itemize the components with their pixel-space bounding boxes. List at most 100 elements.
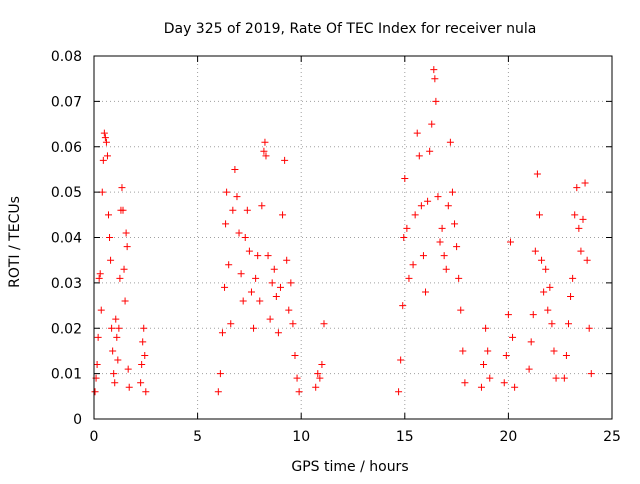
x-axis-label: GPS time / hours	[291, 459, 408, 475]
data-point	[223, 188, 231, 196]
plot-frame	[93, 55, 613, 420]
data-point	[113, 333, 121, 341]
data-point	[138, 361, 146, 369]
data-point	[231, 165, 239, 173]
data-point	[461, 379, 469, 387]
y-tick-label: 0.08	[51, 49, 82, 65]
data-point	[442, 265, 450, 273]
data-point	[411, 211, 419, 219]
data-point	[227, 320, 235, 328]
data-point	[111, 379, 119, 387]
data-point	[436, 238, 444, 246]
data-point	[314, 370, 322, 378]
data-point	[95, 274, 103, 282]
data-point	[109, 347, 117, 355]
data-point	[102, 138, 110, 146]
data-point	[544, 306, 552, 314]
data-point	[293, 374, 301, 382]
data-point	[100, 129, 108, 137]
data-point	[482, 324, 490, 332]
data-point	[121, 297, 129, 305]
data-point	[529, 311, 537, 319]
data-point	[120, 265, 128, 273]
data-point	[235, 229, 243, 237]
x-tick-label: 5	[193, 429, 202, 445]
data-point	[409, 261, 417, 269]
y-tick-label: 0.03	[51, 276, 82, 292]
data-point	[237, 270, 245, 278]
data-point	[431, 75, 439, 83]
data-point	[434, 193, 442, 201]
data-point	[587, 370, 595, 378]
data-point	[395, 388, 403, 396]
data-point	[260, 147, 268, 155]
data-point	[239, 297, 247, 305]
data-point	[124, 365, 132, 373]
data-point	[289, 320, 297, 328]
data-point	[506, 238, 514, 246]
data-point	[96, 270, 104, 278]
data-point	[106, 234, 114, 241]
data-point	[502, 351, 510, 359]
data-point	[99, 156, 107, 164]
data-point	[268, 279, 276, 287]
data-point	[218, 329, 226, 337]
data-point	[119, 206, 127, 214]
data-point	[110, 370, 118, 378]
data-point	[283, 256, 291, 264]
y-tick-label: 0.05	[51, 185, 82, 201]
data-point	[571, 211, 579, 219]
data-point	[430, 66, 438, 74]
data-point	[320, 320, 328, 328]
data-point	[107, 256, 115, 264]
chart-title: Day 325 of 2019, Rate Of TEC Index for r…	[164, 21, 537, 37]
data-point	[261, 138, 269, 146]
data-point	[256, 297, 264, 305]
x-tick-label: 25	[603, 429, 621, 445]
data-point	[417, 202, 425, 210]
data-point	[448, 188, 456, 196]
data-point	[93, 361, 101, 369]
data-point	[225, 261, 233, 269]
data-point	[285, 306, 293, 314]
data-point	[116, 274, 124, 282]
data-point	[548, 320, 556, 328]
data-point	[103, 152, 111, 160]
data-point	[581, 179, 589, 187]
data-point	[122, 229, 130, 237]
data-point	[252, 274, 260, 282]
data-point	[509, 333, 517, 341]
data-point	[276, 283, 284, 291]
data-point	[222, 220, 230, 228]
data-point	[535, 211, 543, 219]
data-point	[511, 383, 519, 391]
data-point	[108, 324, 116, 332]
x-tick-label: 20	[499, 429, 517, 445]
data-point	[444, 202, 452, 210]
y-tick-label: 0	[73, 412, 82, 428]
data-point	[413, 129, 421, 137]
data-points	[91, 66, 595, 396]
x-tick-label: 10	[292, 429, 310, 445]
data-point	[142, 388, 150, 396]
data-point	[258, 202, 266, 210]
data-point	[399, 302, 407, 310]
data-point	[254, 252, 262, 260]
y-tick-label: 0.01	[51, 367, 82, 383]
data-point	[438, 224, 446, 232]
data-point	[241, 234, 249, 241]
data-point	[214, 388, 222, 396]
data-point	[233, 193, 241, 201]
data-point	[585, 324, 593, 332]
data-point	[500, 379, 508, 387]
data-point	[401, 175, 409, 183]
data-point	[446, 138, 454, 146]
data-point	[477, 383, 485, 391]
grid	[94, 56, 612, 419]
data-point	[318, 361, 326, 369]
data-point	[424, 197, 432, 205]
data-point	[229, 206, 237, 214]
data-point	[216, 370, 224, 378]
